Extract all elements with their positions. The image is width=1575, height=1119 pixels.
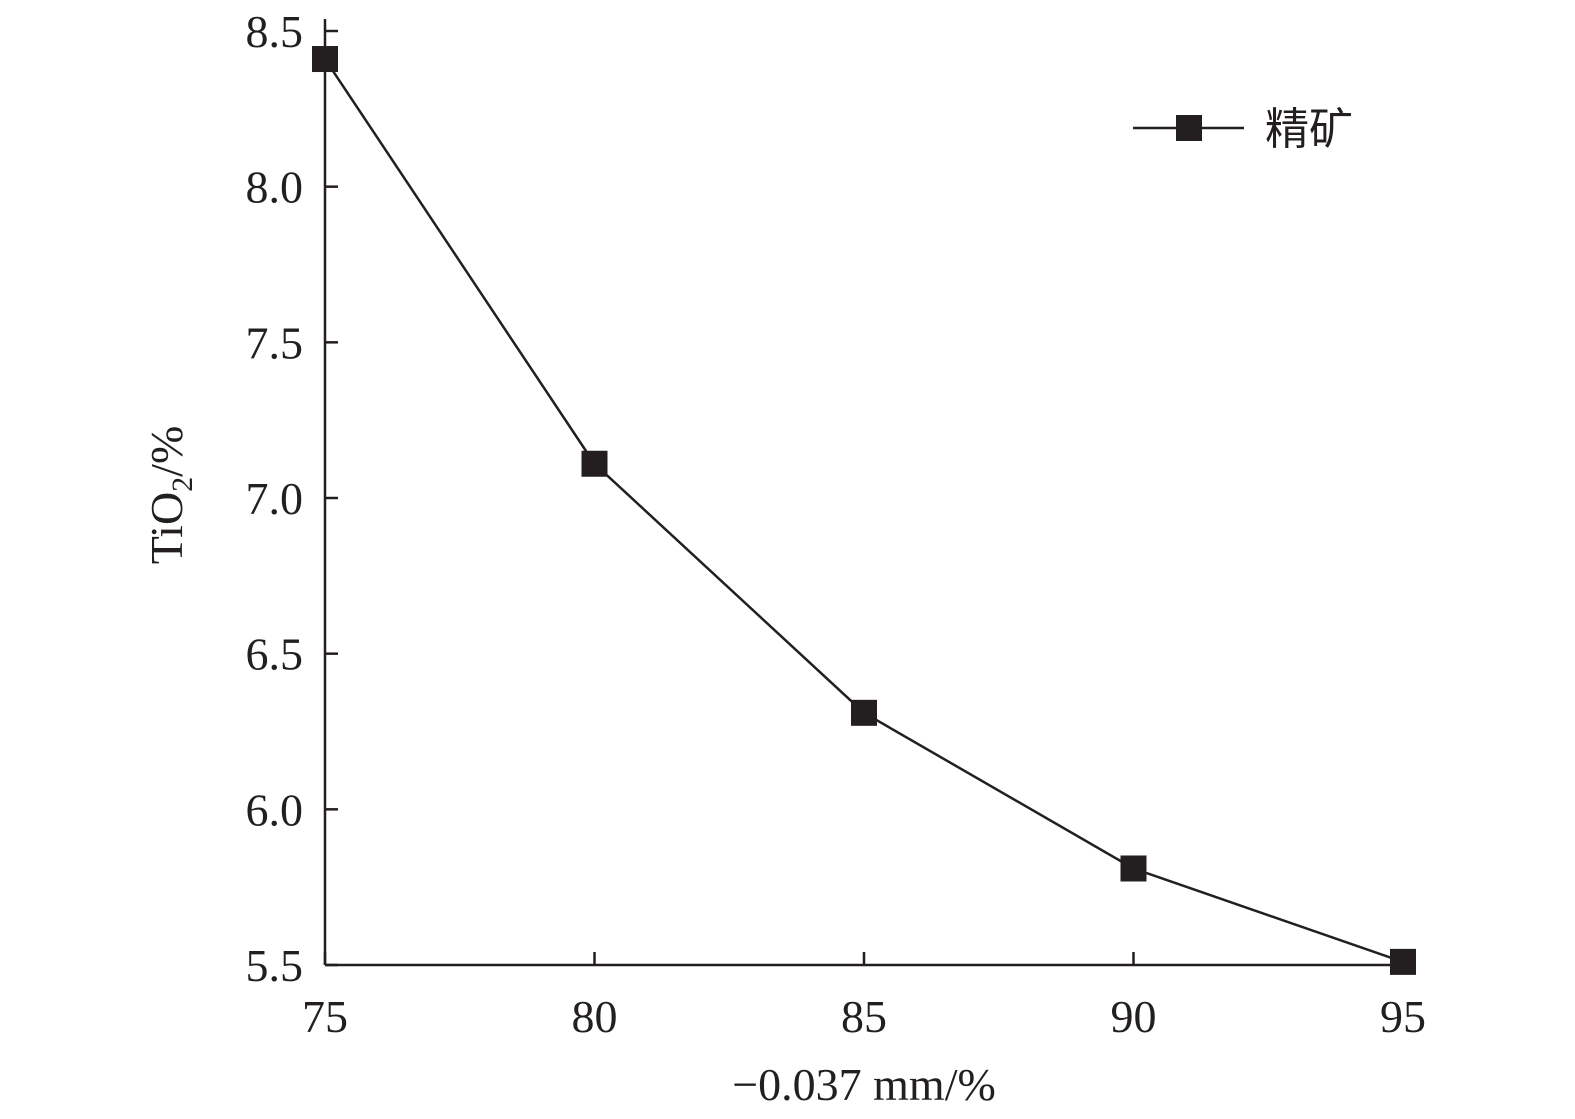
- legend-label: 精矿: [1265, 104, 1353, 155]
- y-axis-ticks: 5.5 6.0 6.5 7.0 7.5 8.0 8.5: [246, 6, 338, 991]
- legend-marker: [1176, 115, 1202, 141]
- x-tick-label: 75: [302, 991, 348, 1042]
- x-tick-label: 90: [1111, 991, 1157, 1042]
- data-point-marker: [581, 450, 608, 477]
- y-tick-label: 6.5: [246, 629, 304, 680]
- x-tick-label: 95: [1380, 991, 1426, 1042]
- data-point-marker: [1390, 948, 1416, 975]
- x-tick-label: 80: [572, 991, 618, 1042]
- x-axis-title: −0.037 mm/%: [732, 1059, 996, 1110]
- series-group: [312, 46, 1416, 975]
- y-axis-title-main: TiO: [141, 492, 192, 564]
- data-point-marker: [312, 46, 338, 73]
- y-tick-label: 8.0: [246, 162, 304, 213]
- y-tick-label: 7.5: [246, 317, 304, 368]
- data-point-marker: [1120, 855, 1147, 882]
- x-axis-ticks: 75 80 85 90 95: [302, 952, 1426, 1042]
- series-line: [323, 58, 1404, 964]
- y-tick-label: 6.0: [246, 784, 304, 835]
- legend: 精矿: [1133, 104, 1353, 155]
- y-tick-label: 5.5: [246, 940, 304, 991]
- y-axis-title-subscript: 2: [166, 477, 199, 492]
- y-tick-label: 8.5: [246, 6, 304, 57]
- y-axis-title: TiO2/%: [141, 426, 199, 565]
- x-tick-label: 85: [841, 991, 887, 1042]
- data-point-marker: [851, 699, 877, 726]
- y-tick-label: 7.0: [246, 473, 304, 524]
- y-axis-title-suffix: /%: [141, 426, 192, 477]
